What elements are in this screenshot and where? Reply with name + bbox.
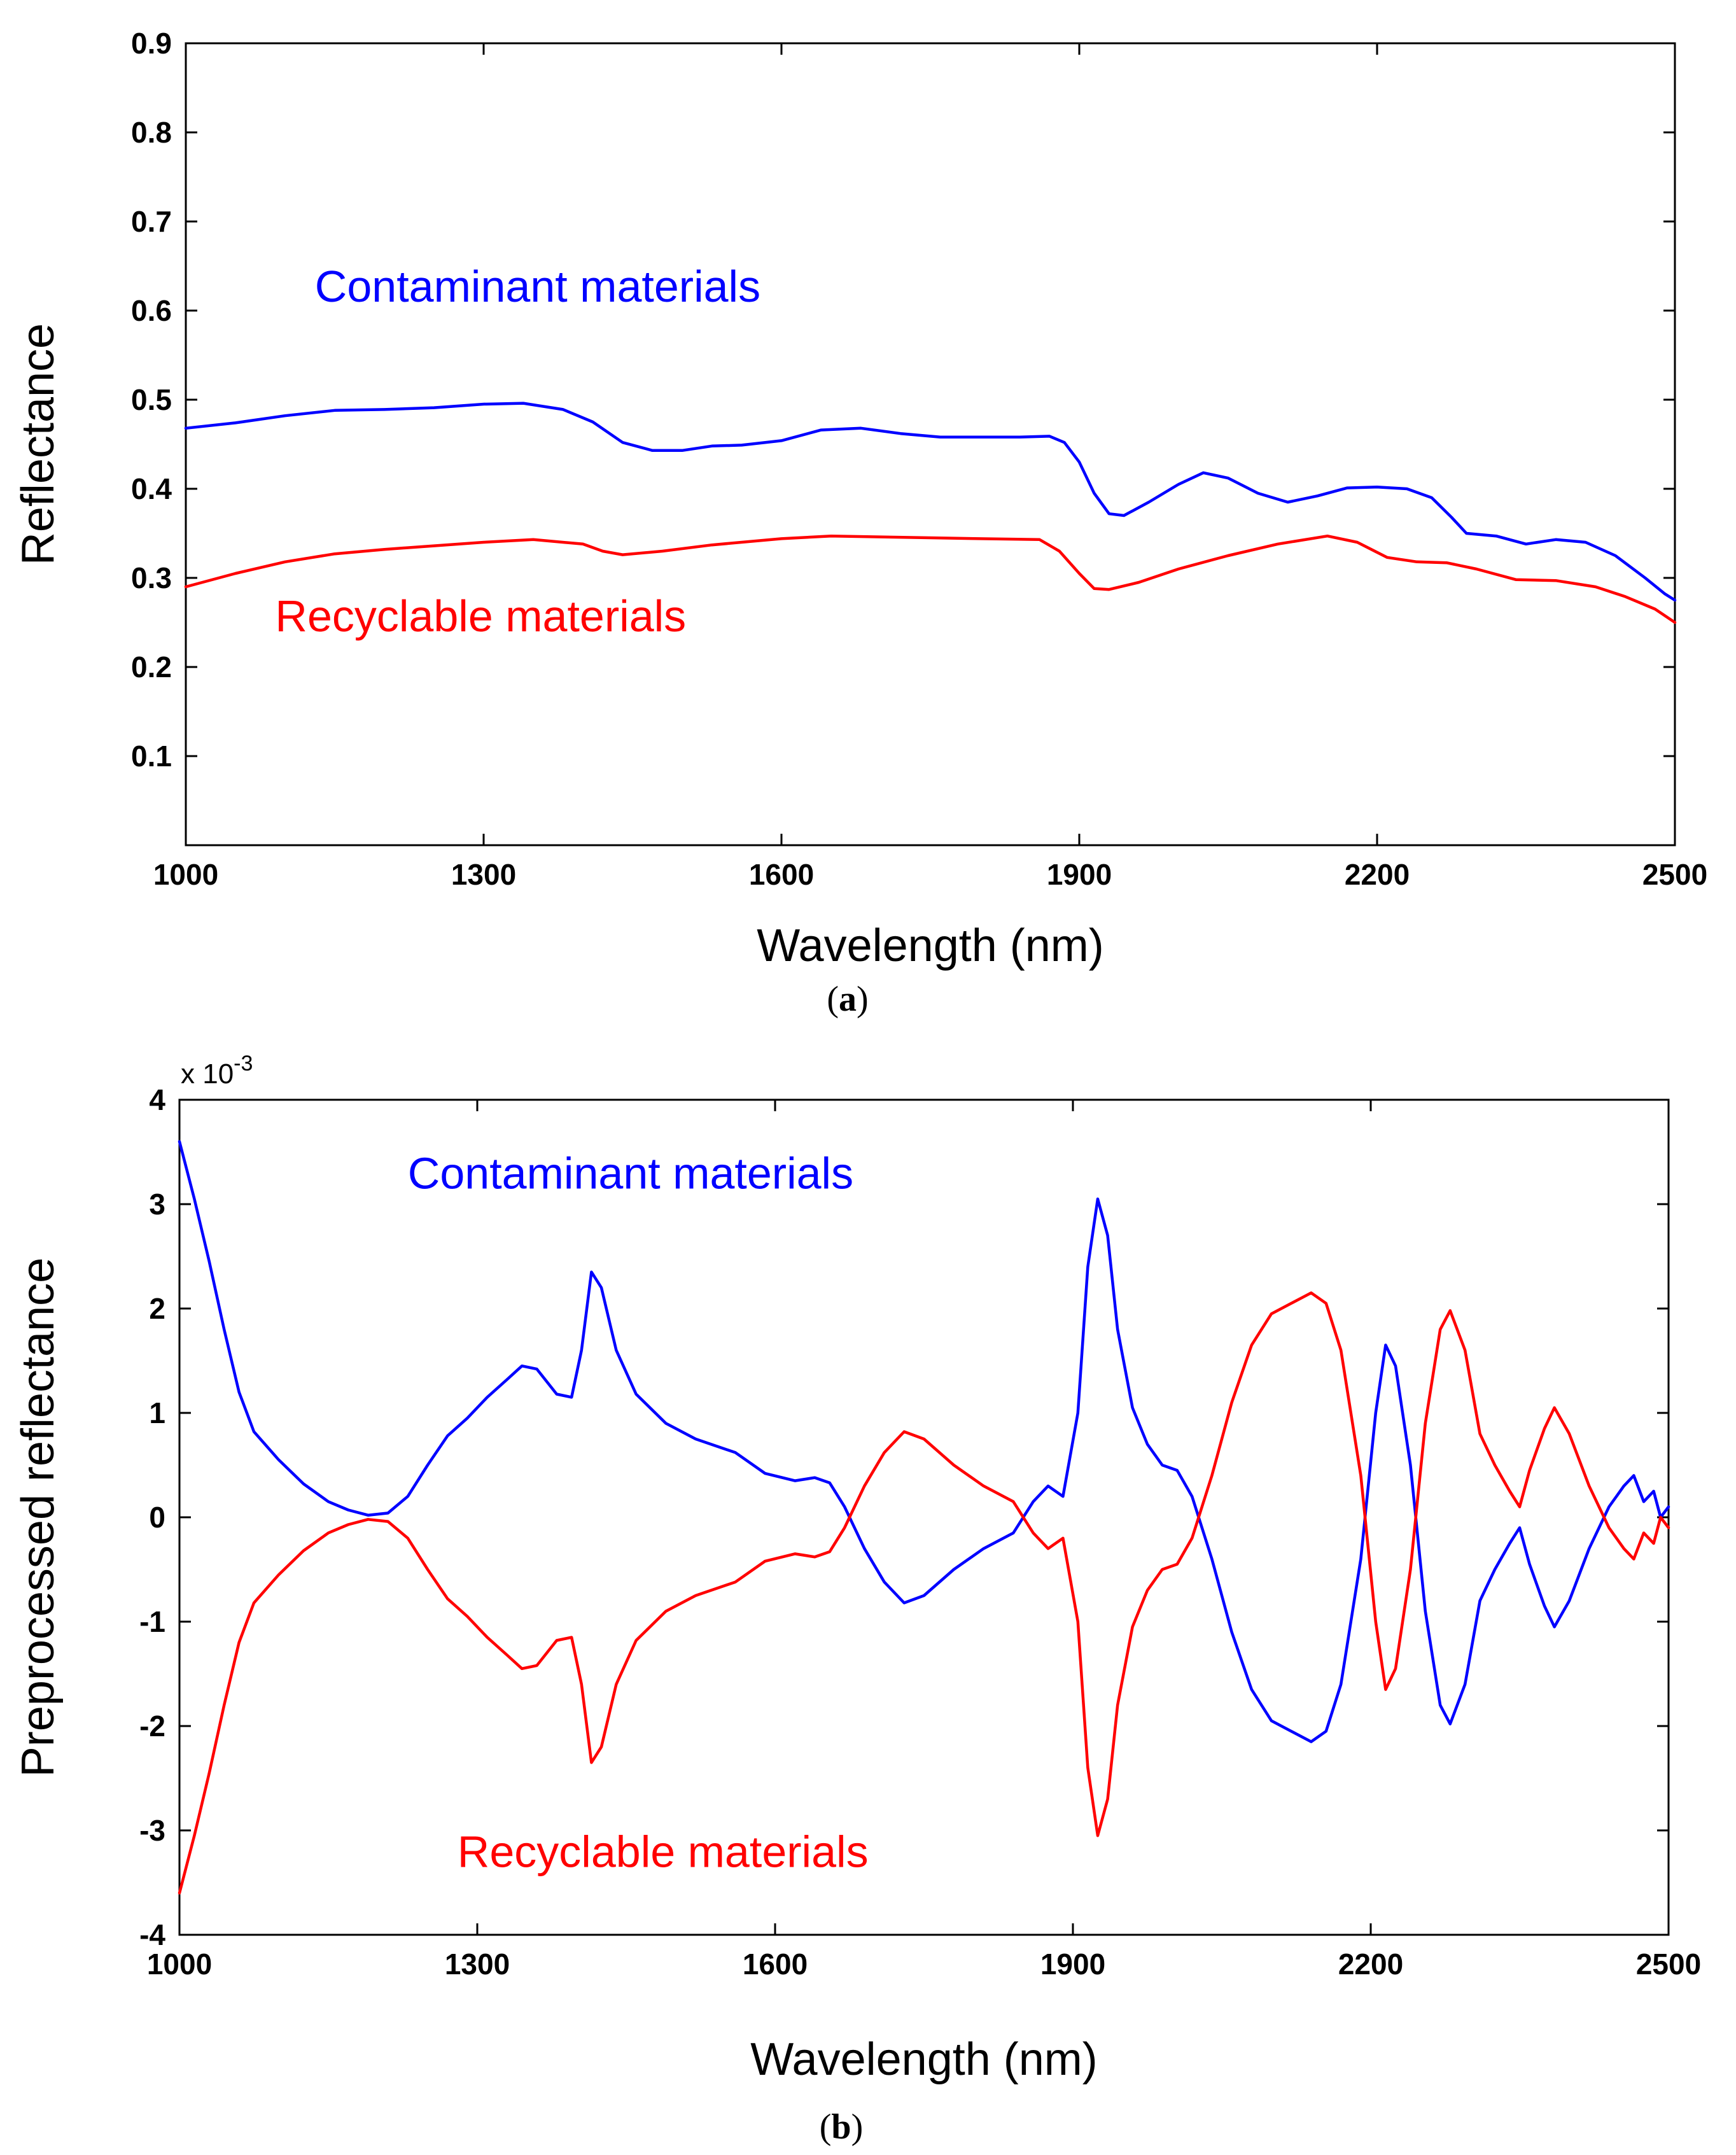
panel-label: (a) — [827, 979, 868, 1019]
series-line-contaminant-materials — [184, 402, 1677, 602]
y-tick-label: -3 — [139, 1814, 165, 1847]
y-tick-label: 0.5 — [131, 383, 172, 416]
y-axis-label: Preprocessed reflectance — [13, 1258, 64, 1777]
y-exponent-label: x 10-3 — [181, 1051, 253, 1090]
y-tick-label: 0.2 — [131, 650, 172, 684]
x-tick-label: 1000 — [153, 858, 218, 891]
panel-b-chart: 1000 1300 1600 1900 2200 2500 -4 -3 -2 -1 0 1 2 3 4 x 1… — [13, 1051, 1701, 2147]
y-tick-label: 3 — [149, 1188, 165, 1221]
x-tick-label: 1300 — [451, 858, 516, 891]
y-tick-label: 0.7 — [131, 205, 172, 238]
series-line-recyclable-materials — [178, 1291, 1670, 1895]
x-tick-label: 1900 — [1047, 858, 1112, 891]
plot-frame — [185, 42, 1676, 846]
y-tick-label: -2 — [139, 1709, 165, 1743]
panel-a-chart: 1000 1300 1600 1900 2200 2500 0.1 0.2 0.3 0.4 0.5 0… — [13, 27, 1707, 1019]
x-tick-label: 1600 — [743, 1948, 808, 1981]
y-tick-label: 0.8 — [131, 116, 172, 149]
y-tick-label: 0.1 — [131, 740, 172, 773]
series-line-recyclable-materials — [184, 534, 1677, 624]
y-tick-label: 4 — [149, 1083, 165, 1116]
x-tick-label: 2200 — [1338, 1948, 1403, 1981]
y-tick-label: 0.3 — [131, 561, 172, 594]
x-tick-label: 1600 — [749, 858, 814, 891]
plot-frame — [178, 1099, 1670, 1936]
series-annotation: Contaminant materials — [408, 1148, 853, 1198]
panel-label: (b) — [820, 2107, 863, 2147]
x-tick-label: 2500 — [1636, 1948, 1701, 1981]
x-tick-label: 1000 — [147, 1948, 212, 1981]
x-tick-label: 1900 — [1040, 1948, 1105, 1981]
x-axis-label: Wavelength (nm) — [750, 2034, 1098, 2085]
y-tick-label: 0 — [149, 1501, 165, 1534]
y-tick-label: 0.9 — [131, 27, 172, 60]
series-annotation: Contaminant materials — [315, 262, 760, 311]
y-tick-label: -1 — [139, 1605, 165, 1638]
series-annotation: Recyclable materials — [275, 591, 686, 641]
x-tick-label: 1300 — [445, 1948, 510, 1981]
series-annotation: Recyclable materials — [458, 1827, 869, 1876]
y-tick-label: 1 — [149, 1396, 165, 1429]
y-tick-label: 0.4 — [131, 472, 172, 505]
y-tick-label: 0.6 — [131, 294, 172, 327]
x-axis-label: Wavelength (nm) — [757, 920, 1104, 971]
y-axis-label: Reflectance — [13, 323, 64, 565]
y-tick-label: 2 — [149, 1292, 165, 1325]
x-tick-label: 2500 — [1642, 858, 1707, 891]
y-tick-label: -4 — [139, 1918, 165, 1951]
series-line-contaminant-materials — [178, 1140, 1670, 1743]
x-tick-label: 2200 — [1345, 858, 1410, 891]
